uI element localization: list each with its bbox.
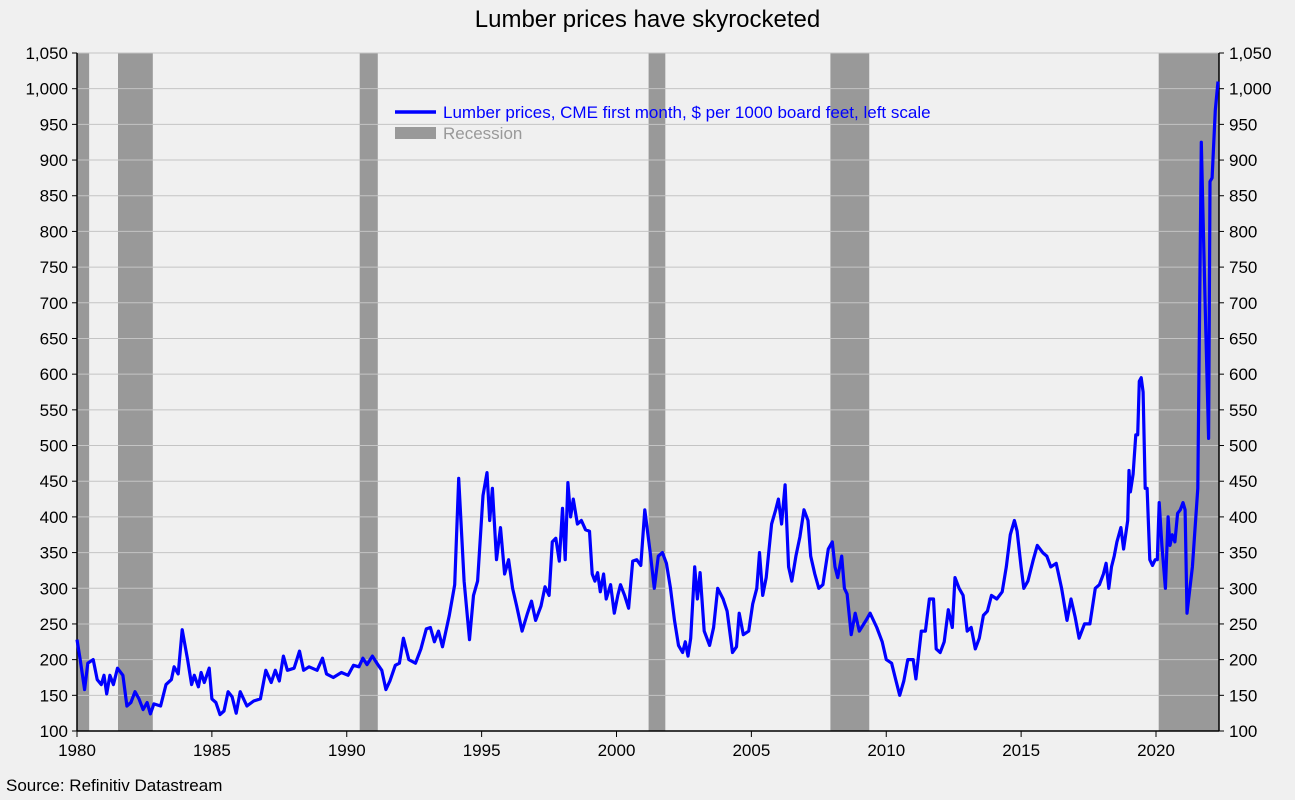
y-tick-label-right: 600 (1229, 365, 1257, 384)
x-tick-label: 1990 (328, 741, 366, 760)
y-tick-label-left: 1,050 (25, 44, 68, 63)
y-tick-label-right: 250 (1229, 615, 1257, 634)
y-tick-label-left: 550 (40, 401, 68, 420)
y-tick-label-right: 900 (1229, 151, 1257, 170)
y-tick-label-left: 850 (40, 187, 68, 206)
y-tick-label-right: 1,000 (1229, 80, 1272, 99)
y-tick-label-left: 700 (40, 294, 68, 313)
recession-band (648, 53, 666, 731)
y-tick-label-left: 200 (40, 651, 68, 670)
legend-label-recession: Recession (443, 124, 522, 143)
y-tick-label-right: 850 (1229, 187, 1257, 206)
y-tick-label-right: 700 (1229, 294, 1257, 313)
legend-label-lumber: Lumber prices, CME first month, $ per 10… (443, 103, 931, 122)
y-tick-label-left: 500 (40, 437, 68, 456)
y-tick-label-right: 750 (1229, 258, 1257, 277)
x-tick-label: 2020 (1137, 741, 1175, 760)
y-tick-label-left: 400 (40, 508, 68, 527)
y-tick-label-left: 100 (40, 722, 68, 741)
y-tick-label-left: 950 (40, 115, 68, 134)
y-tick-label-right: 650 (1229, 329, 1257, 348)
legend-band-swatch (395, 127, 436, 139)
y-tick-label-left: 150 (40, 686, 68, 705)
y-tick-label-left: 450 (40, 472, 68, 491)
y-tick-label-right: 500 (1229, 437, 1257, 456)
y-tick-label-right: 300 (1229, 579, 1257, 598)
y-tick-label-right: 150 (1229, 686, 1257, 705)
y-tick-label-right: 200 (1229, 651, 1257, 670)
y-tick-label-right: 450 (1229, 472, 1257, 491)
y-tick-label-left: 750 (40, 258, 68, 277)
x-tick-label: 1980 (58, 741, 96, 760)
x-tick-label: 2000 (598, 741, 636, 760)
y-tick-label-left: 800 (40, 222, 68, 241)
x-tick-label: 1995 (463, 741, 501, 760)
y-tick-label-right: 550 (1229, 401, 1257, 420)
y-tick-label-left: 250 (40, 615, 68, 634)
x-tick-label: 2010 (867, 741, 905, 760)
y-tick-label-right: 800 (1229, 222, 1257, 241)
x-tick-label: 2015 (1002, 741, 1040, 760)
x-tick-label: 2005 (732, 741, 770, 760)
x-tick-label: 1985 (193, 741, 231, 760)
y-tick-label-right: 350 (1229, 544, 1257, 563)
y-tick-label-left: 300 (40, 579, 68, 598)
y-tick-label-right: 100 (1229, 722, 1257, 741)
y-tick-label-right: 1,050 (1229, 44, 1272, 63)
recession-band (77, 53, 90, 731)
recession-band (359, 53, 378, 731)
y-tick-label-left: 350 (40, 544, 68, 563)
y-tick-label-left: 600 (40, 365, 68, 384)
source-note: Source: Refinitiv Datastream (6, 776, 223, 795)
y-tick-label-right: 950 (1229, 115, 1257, 134)
lumber-price-line (75, 81, 1220, 717)
recession-band (118, 53, 153, 731)
y-tick-label-left: 1,000 (25, 80, 68, 99)
y-tick-label-right: 400 (1229, 508, 1257, 527)
y-tick-label-left: 650 (40, 329, 68, 348)
chart-title: Lumber prices have skyrocketed (474, 6, 821, 33)
y-tick-label-left: 900 (40, 151, 68, 170)
